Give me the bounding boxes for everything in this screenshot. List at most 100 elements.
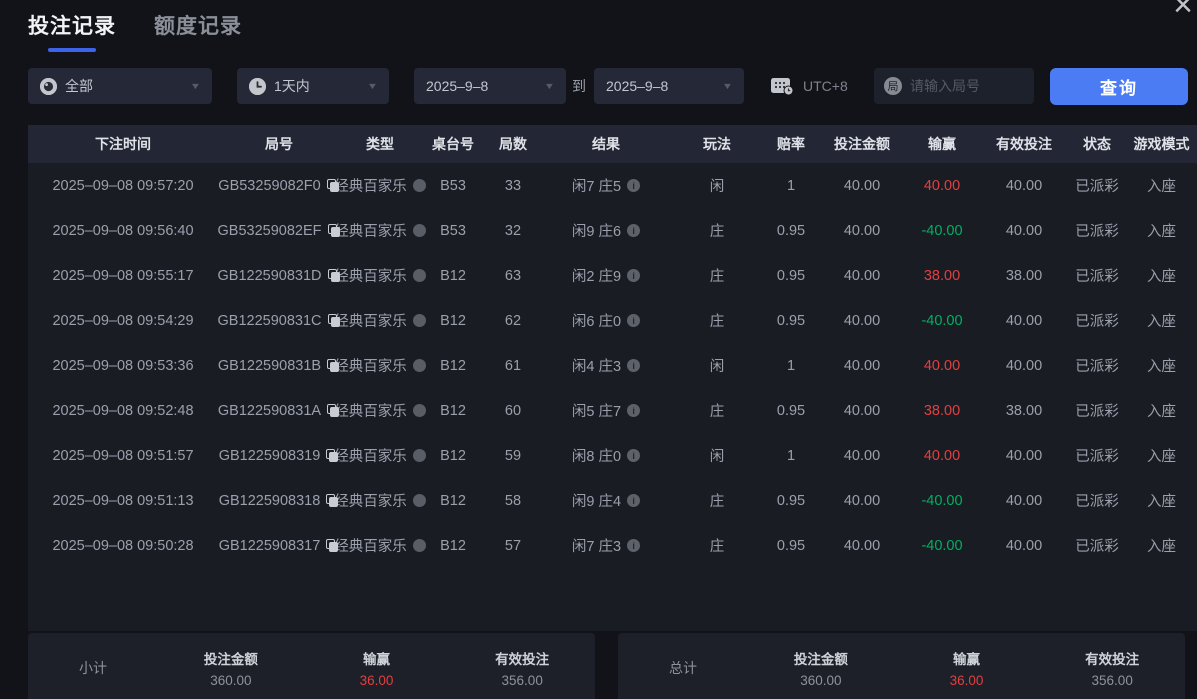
info-icon[interactable]: i xyxy=(627,179,641,192)
subtotal-valid-label: 有效投注 xyxy=(495,652,550,667)
total-bet-value: 360.00 xyxy=(800,673,842,688)
cell-amount: 40.00 xyxy=(843,177,881,194)
col-header-win: 输赢 xyxy=(928,136,956,152)
col-header-odds: 赔率 xyxy=(777,136,805,152)
cell-play: 闲 xyxy=(709,359,725,375)
total-win-value: 36.00 xyxy=(949,673,984,688)
subtotal-valid-value: 356.00 xyxy=(501,673,543,688)
copy-icon[interactable] xyxy=(326,538,339,553)
cell-win: 40.00 xyxy=(923,447,961,464)
time-range-dropdown[interactable]: 1天内 ▼ xyxy=(237,68,389,104)
close-icon[interactable]: × xyxy=(1173,0,1193,24)
cell-odds: 0.95 xyxy=(776,312,806,329)
cell-valid: 40.00 xyxy=(1005,537,1043,554)
cell-result: 闲8 庄0 i xyxy=(540,445,672,466)
cell-table-no: B53 xyxy=(440,222,466,239)
copy-icon[interactable] xyxy=(327,223,341,238)
col-header-mode: 游戏模式 xyxy=(1133,136,1190,152)
calendar-clock-icon[interactable] xyxy=(770,76,794,96)
cell-time: 2025–09–08 09:57:20 xyxy=(52,177,194,194)
info-icon[interactable]: i xyxy=(627,539,641,552)
total-valid-label: 有效投注 xyxy=(1085,652,1140,667)
tab-bet-records[interactable]: 投注记录 xyxy=(28,10,116,52)
game-type-badge-icon xyxy=(412,314,426,327)
cell-amount: 40.00 xyxy=(843,537,881,554)
game-type-badge-icon xyxy=(412,224,426,237)
tab-quota-records[interactable]: 额度记录 xyxy=(154,10,242,52)
info-icon[interactable]: i xyxy=(627,494,641,507)
game-type-badge-icon xyxy=(412,269,426,282)
col-header-type: 类型 xyxy=(366,136,394,152)
chevron-down-icon: ▼ xyxy=(189,81,202,91)
game-type-dropdown[interactable]: 全部 ▼ xyxy=(28,68,212,104)
game-type-badge-icon xyxy=(412,494,426,507)
cell-result: 闲5 庄7 i xyxy=(540,400,672,421)
info-icon[interactable]: i xyxy=(627,359,641,372)
copy-icon[interactable] xyxy=(327,268,341,283)
date-to-label: 到 xyxy=(572,78,586,94)
cell-amount: 40.00 xyxy=(843,447,881,464)
copy-icon[interactable] xyxy=(327,358,340,373)
cell-mode: 入座 xyxy=(1147,494,1176,510)
cell-mode: 入座 xyxy=(1147,269,1176,285)
cell-mode: 入座 xyxy=(1147,179,1176,195)
cell-table-no: B12 xyxy=(440,312,466,329)
game-type-badge-icon xyxy=(412,449,426,462)
cell-round-no: 62 xyxy=(504,312,522,329)
cell-mode: 入座 xyxy=(1147,224,1176,240)
cell-round-id: GB1225908319 xyxy=(218,448,340,464)
info-icon[interactable]: i xyxy=(627,224,641,237)
cell-round-id: GB122590831B xyxy=(218,358,340,374)
cell-result: 闲7 庄3 i xyxy=(540,535,672,556)
subtotal-panel: 小计 投注金额 360.00 输赢 36.00 有效投注 356.00 xyxy=(28,633,595,699)
filter-bar: 全部 ▼ 1天内 ▼ 2025–9–8 ▼ 到 2025–9–8 ▼ UTC+8 xyxy=(0,68,1197,105)
cell-mode: 入座 xyxy=(1147,539,1176,555)
copy-icon[interactable] xyxy=(326,178,340,193)
col-header-amount: 投注金额 xyxy=(834,136,890,152)
date-from-value: 2025–9–8 xyxy=(426,78,489,94)
cell-table-no: B53 xyxy=(440,177,466,194)
cell-time: 2025–09–08 09:56:40 xyxy=(52,222,194,239)
copy-icon[interactable] xyxy=(326,448,339,463)
cell-odds: 1 xyxy=(786,177,796,194)
cell-play: 庄 xyxy=(709,494,725,510)
cell-valid: 38.00 xyxy=(1005,402,1043,419)
cell-table-no: B12 xyxy=(440,357,466,374)
cell-valid: 38.00 xyxy=(1005,267,1043,284)
info-icon[interactable]: i xyxy=(627,449,641,462)
date-to-dropdown[interactable]: 2025–9–8 ▼ xyxy=(594,68,744,104)
info-icon[interactable]: i xyxy=(627,269,641,282)
date-from-dropdown[interactable]: 2025–9–8 ▼ xyxy=(414,68,566,104)
cell-odds: 0.95 xyxy=(776,537,806,554)
copy-icon[interactable] xyxy=(327,313,341,328)
cell-amount: 40.00 xyxy=(843,492,881,509)
info-icon[interactable]: i xyxy=(627,314,641,327)
cell-round-id: GB53259082F0 xyxy=(218,178,340,194)
cell-amount: 40.00 xyxy=(843,312,881,329)
cell-win: 40.00 xyxy=(923,357,961,374)
cell-round-no: 32 xyxy=(504,222,522,239)
cell-valid: 40.00 xyxy=(1005,177,1043,194)
copy-icon[interactable] xyxy=(326,493,339,508)
cell-play: 庄 xyxy=(709,539,725,555)
col-header-table-no: 桌台号 xyxy=(432,136,474,152)
total-label: 总计 xyxy=(669,660,697,676)
round-search-input[interactable] xyxy=(910,78,1024,94)
cell-round-no: 58 xyxy=(504,492,522,509)
cell-round-id: GB1225908318 xyxy=(218,493,340,509)
tab-label: 额度记录 xyxy=(154,15,242,38)
timezone-group: UTC+8 xyxy=(770,68,848,104)
cell-round-id: GB122590831D xyxy=(218,268,340,284)
round-search-icon: 局 xyxy=(884,77,902,95)
game-type-icon xyxy=(40,77,57,95)
cell-valid: 40.00 xyxy=(1005,357,1043,374)
cell-round-no: 57 xyxy=(504,537,522,554)
cell-mode: 入座 xyxy=(1147,359,1176,375)
cell-play: 闲 xyxy=(709,179,725,195)
col-header-valid: 有效投注 xyxy=(996,136,1052,152)
cell-round-id: GB53259082EF xyxy=(218,223,340,239)
info-icon[interactable]: i xyxy=(627,404,641,417)
query-button[interactable]: 查询 xyxy=(1050,68,1188,105)
copy-icon[interactable] xyxy=(327,403,340,418)
table-body: 2025–09–08 09:57:20 GB53259082F0 经典百家乐 B53 3… xyxy=(28,163,1197,568)
